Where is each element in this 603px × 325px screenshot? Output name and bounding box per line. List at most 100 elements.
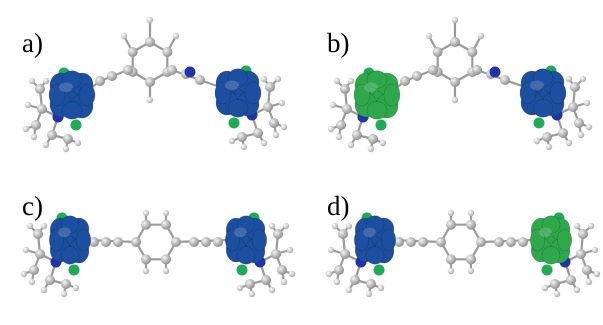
- hydrogen-atom: [62, 145, 70, 153]
- hydrogen-atom: [42, 77, 50, 85]
- carbon-atom: [338, 229, 348, 239]
- hydrogen-atom: [467, 209, 475, 217]
- nitrogen-atom: [489, 66, 501, 78]
- carbon-atom: [566, 275, 576, 285]
- hydrogen-atom: [28, 77, 36, 85]
- panel-a-label: a): [22, 28, 43, 58]
- carbon-atom: [189, 237, 199, 247]
- carbon-atom: [35, 84, 45, 94]
- hydrogen-atom: [260, 75, 268, 83]
- hydrogen-atom: [593, 270, 601, 278]
- chlorine-atom: [541, 264, 553, 276]
- hydrogen-atom: [142, 267, 150, 275]
- hydrogen-atom: [585, 123, 593, 131]
- hydrogen-atom: [565, 75, 573, 83]
- hydrogen-atom: [240, 143, 248, 151]
- hydrogen-atom: [447, 267, 455, 275]
- carbon-atom: [123, 65, 133, 75]
- hydrogen-atom: [60, 290, 68, 298]
- carbon-atom: [101, 237, 111, 247]
- carbon-atom: [277, 265, 287, 275]
- carbon-atom: [542, 132, 552, 142]
- hydrogen-atom: [587, 222, 595, 230]
- carbon-atom: [336, 120, 346, 130]
- carbon-atom: [271, 249, 281, 259]
- carbon-atom: [167, 65, 177, 75]
- carbon-atom: [568, 102, 578, 112]
- carbon-atom: [31, 120, 41, 130]
- hydrogen-atom: [591, 246, 599, 254]
- carbon-atom: [273, 229, 283, 239]
- carbon-atom: [141, 254, 151, 265]
- hydrogen-atom: [146, 16, 154, 24]
- hydrogen-atom: [22, 125, 30, 133]
- hydrogen-atom: [335, 133, 343, 141]
- hydrogen-atom: [447, 209, 455, 217]
- carbon-atom: [436, 237, 446, 247]
- carbon-atom: [334, 265, 344, 275]
- carbon-atom: [467, 47, 478, 57]
- carbon-atom: [161, 219, 171, 230]
- hydrogen-atom: [274, 75, 282, 83]
- hydrogen-atom: [585, 278, 593, 286]
- carbon-atom: [113, 237, 123, 247]
- hydrogen-atom: [24, 101, 32, 109]
- hydrogen-atom: [162, 267, 170, 275]
- hydrogen-atom: [333, 77, 341, 85]
- hydrogen-atom: [451, 96, 459, 104]
- panel-d: d): [325, 191, 601, 298]
- chlorine-atom: [70, 119, 82, 131]
- hydrogen-atom: [146, 96, 154, 104]
- carbon-atom: [394, 237, 404, 247]
- hydrogen-atom: [327, 246, 335, 254]
- hydrogen-atom: [280, 278, 288, 286]
- carbon-atom: [368, 134, 378, 144]
- carbon-atom: [340, 84, 350, 94]
- hydrogen-atom: [278, 99, 286, 107]
- carbon-atom: [47, 130, 57, 140]
- carbon-atom: [253, 128, 263, 138]
- carbon-atom: [145, 77, 155, 87]
- hydrogen-atom: [583, 99, 591, 107]
- spin-density-left: [353, 215, 397, 265]
- hydrogen-atom: [72, 284, 80, 292]
- spin-density-left: [48, 215, 92, 265]
- hydrogen-atom: [325, 270, 333, 278]
- carbon-atom: [61, 279, 71, 289]
- hydrogen-atom: [345, 222, 353, 230]
- carbon-atom: [412, 71, 422, 81]
- hydrogen-atom: [286, 246, 294, 254]
- carbon-atom: [406, 237, 416, 247]
- hydrogen-atom: [248, 290, 256, 298]
- hydrogen-atom: [367, 145, 375, 153]
- panel-a: a): [22, 16, 288, 153]
- chlorine-atom: [373, 264, 385, 276]
- hydrogen-atom: [347, 77, 355, 85]
- carbon-atom: [63, 134, 73, 144]
- carbon-atom: [570, 82, 580, 92]
- carbon-atom: [366, 279, 376, 289]
- carbon-atom: [582, 265, 592, 275]
- carbon-atom: [37, 104, 47, 114]
- carbon-atom: [342, 104, 352, 114]
- spin-density-left: [48, 70, 96, 120]
- carbon-atom: [450, 77, 460, 87]
- carbon-atom: [107, 71, 117, 81]
- carbon-atom: [550, 279, 560, 289]
- panel-b: b): [327, 16, 593, 153]
- hydrogen-atom: [288, 270, 296, 278]
- hydrogen-atom: [40, 286, 48, 294]
- hydrogen-atom: [451, 16, 459, 24]
- hydrogen-atom: [379, 139, 387, 147]
- hydrogen-atom: [20, 270, 28, 278]
- hydrogen-atom: [565, 139, 573, 147]
- hydrogen-atom: [120, 32, 128, 40]
- spin-density-left: [353, 70, 401, 120]
- carbon-atom: [400, 76, 410, 86]
- hydrogen-atom: [42, 141, 50, 149]
- hydrogen-atom: [365, 290, 373, 298]
- hydrogen-atom: [477, 32, 485, 40]
- spin-density-right: [530, 215, 573, 265]
- molecule-c: [20, 209, 296, 298]
- hydrogen-atom: [425, 32, 433, 40]
